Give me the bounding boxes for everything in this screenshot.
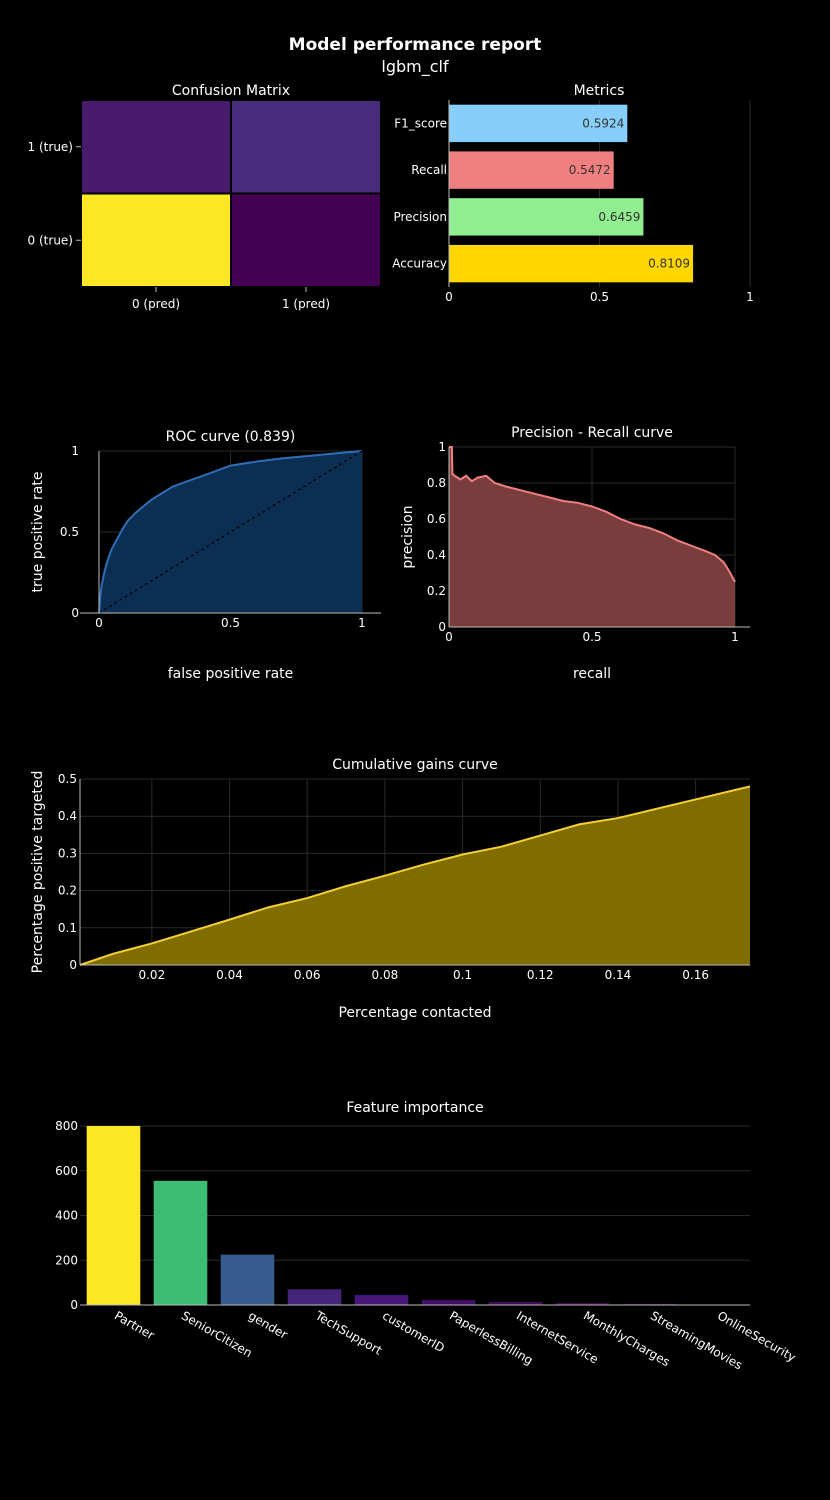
x-tick-label: TechSupport <box>312 1308 384 1358</box>
x-tick-label: customerID <box>380 1308 447 1355</box>
x-tick-label: 0.5 <box>582 630 601 644</box>
x-tick-label: 0.08 <box>372 968 399 982</box>
y-tick-label: 0 <box>438 620 446 634</box>
chart-title: Cumulative gains curve <box>332 757 498 773</box>
x-tick-label: Partner <box>112 1308 157 1342</box>
bar-value-label: 0.5924 <box>582 116 624 130</box>
heatmap-cell <box>82 101 230 193</box>
chart-title: ROC curve (0.839) <box>166 429 296 445</box>
x-tick-label: 0.12 <box>527 968 554 982</box>
y-tick-label: 0.6 <box>427 512 446 526</box>
x-tick-label: 1 (pred) <box>282 297 330 311</box>
metric-bar <box>449 244 694 283</box>
bar-value-label: 0.6459 <box>598 210 640 224</box>
x-tick-label: 1 <box>731 630 739 644</box>
x-tick-label: gender <box>246 1308 290 1341</box>
y-tick-label: 0 <box>69 958 77 972</box>
x-tick-label: 1 <box>358 616 366 630</box>
y-tick-label: Precision <box>393 210 447 224</box>
feature-bar <box>153 1180 208 1305</box>
y-tick-label: 0.4 <box>427 548 446 562</box>
cumulative-gains-chart: Cumulative gains curve 0 0.1 0.2 0.3 0.4 0.5 0.… <box>30 757 751 1021</box>
curve-area-fill <box>449 447 735 627</box>
metric-bar <box>449 104 628 143</box>
feature-bar <box>287 1289 342 1305</box>
x-tick-label: SeniorCitizen <box>179 1308 255 1360</box>
y-tick-label: 0.5 <box>58 772 77 786</box>
feature-bar <box>86 1126 141 1305</box>
feature-importance-chart: Feature importance 0 200 400 600 800 Partner Se… <box>55 1100 798 1372</box>
y-axis-title: precision <box>400 505 416 568</box>
feature-bar <box>488 1302 543 1305</box>
y-tick-label: 800 <box>55 1119 78 1133</box>
feature-bar <box>354 1294 409 1305</box>
chart-title: Metrics <box>574 83 625 99</box>
precision-recall-chart: Precision - Recall curve 0 0.2 0.4 0.6 0.8 1 0 0… <box>400 425 750 682</box>
report-title: Model performance report <box>289 35 542 55</box>
x-tick-label: 0.06 <box>294 968 321 982</box>
metrics-chart: Metrics 0 0.5 1 0.5924 F1_score 0.5472 Recall 0.… <box>392 83 754 304</box>
y-axis-title: Percentage positive targeted <box>30 771 46 974</box>
curve-area-fill <box>80 786 750 965</box>
y-tick-label: 0.3 <box>58 846 77 860</box>
x-axis-title: recall <box>573 666 611 682</box>
report-subtitle: lgbm_clf <box>381 57 449 77</box>
chart-title: Confusion Matrix <box>172 83 290 99</box>
chart-title: Precision - Recall curve <box>511 425 673 441</box>
roc-curve-chart: ROC curve (0.839) 0 0.5 1 0 0.5 1 false positiv… <box>30 429 381 682</box>
x-tick-label: 0 <box>445 290 453 304</box>
y-axis-title: true positive rate <box>30 472 46 593</box>
y-tick-label: 1 <box>71 444 79 458</box>
x-tick-label: 0.04 <box>216 968 243 982</box>
y-tick-label: F1_score <box>394 116 447 130</box>
x-axis-title: Percentage contacted <box>338 1005 491 1021</box>
y-tick-label: 0 (true) <box>28 233 73 247</box>
x-axis-title: false positive rate <box>168 666 294 682</box>
y-tick-label: 0 <box>71 606 79 620</box>
y-tick-label: 0 <box>70 1298 78 1312</box>
confusion-matrix-chart: Confusion Matrix 0 (pred) 1 (pred) 0 (true)… <box>28 83 380 311</box>
y-tick-label: Recall <box>411 163 447 177</box>
curve-line <box>79 785 751 966</box>
y-tick-label: 1 <box>438 440 446 454</box>
y-tick-label: 0.2 <box>58 884 77 898</box>
y-tick-label: 0.2 <box>427 584 446 598</box>
feature-bar <box>220 1254 275 1305</box>
feature-bar <box>421 1300 476 1305</box>
x-tick-label: 0 <box>445 630 453 644</box>
y-tick-label: 1 (true) <box>28 140 73 154</box>
bar-value-label: 0.8109 <box>648 257 690 271</box>
bar-value-label: 0.5472 <box>569 163 611 177</box>
x-tick-label: 0 (pred) <box>132 297 180 311</box>
curve-line <box>98 450 363 614</box>
heatmap-cell <box>82 194 230 286</box>
x-tick-label: 0.5 <box>221 616 240 630</box>
x-tick-label: 1 <box>746 290 754 304</box>
y-tick-label: 0.1 <box>58 921 77 935</box>
y-tick-label: 600 <box>55 1164 78 1178</box>
feature-bar <box>555 1303 610 1305</box>
y-tick-label: 0.4 <box>58 809 77 823</box>
y-tick-label: 0.8 <box>427 476 446 490</box>
x-tick-label: 0.1 <box>453 968 472 982</box>
x-tick-label: 0.02 <box>138 968 165 982</box>
metric-bar <box>449 151 614 189</box>
curve-line <box>449 446 736 583</box>
y-tick-label: Accuracy <box>392 257 447 271</box>
chart-title: Feature importance <box>346 1100 483 1116</box>
x-tick-label: 0.16 <box>682 968 709 982</box>
heatmap-cell <box>232 194 380 286</box>
x-tick-label: 0.5 <box>590 290 609 304</box>
x-tick-label: 0.14 <box>605 968 632 982</box>
heatmap-cell <box>232 101 380 193</box>
y-tick-label: 400 <box>55 1209 78 1223</box>
y-tick-label: 200 <box>55 1253 78 1267</box>
x-tick-label: 0 <box>95 616 103 630</box>
metric-bar <box>449 198 644 236</box>
y-tick-label: 0.5 <box>60 525 79 539</box>
feature-bar <box>622 1303 677 1305</box>
